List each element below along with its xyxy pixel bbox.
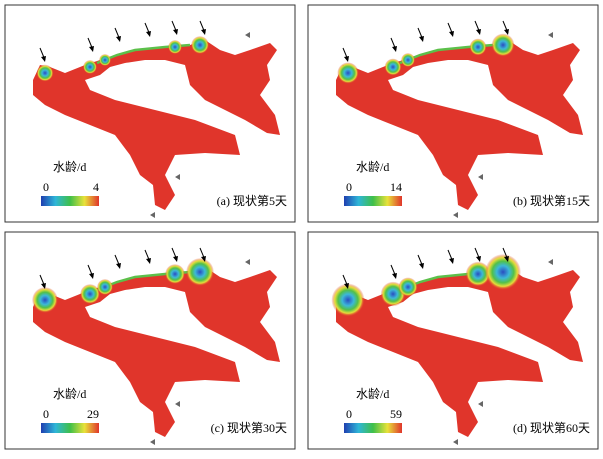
low-age-zone xyxy=(83,60,97,74)
outlet-marker xyxy=(245,259,250,265)
low-age-zone xyxy=(186,258,214,286)
arrow-head xyxy=(392,46,397,52)
map-panel: 水龄/d 0 29 (c) 现状第30天 xyxy=(4,231,296,450)
arrow-head xyxy=(449,258,454,264)
legend-max: 14 xyxy=(390,180,402,194)
arrow-head xyxy=(116,263,121,269)
arrow-head xyxy=(89,46,94,52)
legend-colorbar xyxy=(344,423,402,433)
legend-title: 水龄/d xyxy=(356,160,389,174)
arrow-head xyxy=(449,31,454,37)
legend-max: 59 xyxy=(390,407,402,421)
arrow-head xyxy=(392,273,397,279)
arrow-head xyxy=(476,256,481,262)
low-age-zone xyxy=(80,284,100,304)
legend-colorbar xyxy=(41,423,99,433)
outlet-marker xyxy=(150,439,155,445)
low-age-zone xyxy=(469,38,487,56)
low-age-zone xyxy=(191,36,209,54)
arrow-head xyxy=(201,29,206,35)
legend-min: 0 xyxy=(43,180,49,194)
legend-min: 0 xyxy=(346,407,352,421)
low-age-zone xyxy=(331,283,365,317)
low-age-zone xyxy=(99,54,111,66)
arrow-head xyxy=(504,256,509,262)
low-age-zone xyxy=(485,254,521,290)
low-age-zone xyxy=(168,40,182,54)
low-age-zone xyxy=(32,287,58,313)
outlet-marker xyxy=(175,401,180,407)
low-age-zone xyxy=(384,58,402,76)
arrow-head xyxy=(116,36,121,42)
arrow-head xyxy=(89,273,94,279)
outlet-marker xyxy=(548,32,553,38)
low-age-zone xyxy=(165,264,185,284)
legend-max: 4 xyxy=(93,180,99,194)
low-age-zone xyxy=(337,62,359,84)
arrow-head xyxy=(504,29,509,35)
legend-max: 29 xyxy=(87,407,99,421)
low-age-zone xyxy=(491,33,515,57)
low-age-zone xyxy=(398,277,418,297)
low-age-zone xyxy=(401,53,415,67)
outlet-marker xyxy=(453,212,458,218)
outlet-marker xyxy=(453,439,458,445)
arrow-head xyxy=(173,256,178,262)
low-age-zone xyxy=(465,261,491,287)
arrow-head xyxy=(201,256,206,262)
legend-min: 0 xyxy=(43,407,49,421)
outlet-marker xyxy=(478,174,483,180)
outlet-marker xyxy=(548,259,553,265)
legend-title: 水龄/d xyxy=(53,387,86,401)
arrow-head xyxy=(476,29,481,35)
legend-min: 0 xyxy=(346,180,352,194)
outlet-marker xyxy=(478,401,483,407)
legend-colorbar xyxy=(41,196,99,206)
low-age-zone xyxy=(97,279,113,295)
map-panel: 水龄/d 0 14 (b) 现状第15天 xyxy=(307,4,599,223)
outlet-marker xyxy=(245,32,250,38)
outlet-marker xyxy=(150,212,155,218)
map-panel: 水龄/d 0 59 (d) 现状第60天 xyxy=(307,231,599,450)
legend-title: 水龄/d xyxy=(356,387,389,401)
arrow-head xyxy=(344,56,349,62)
panel-caption: (b) 现状第15天 xyxy=(513,194,590,208)
outlet-marker xyxy=(175,174,180,180)
panel-caption: (c) 现状第30天 xyxy=(211,421,287,435)
arrow-head xyxy=(419,263,424,269)
arrow-head xyxy=(344,283,349,289)
panel-caption: (a) 现状第5天 xyxy=(217,194,287,208)
arrow-head xyxy=(419,36,424,42)
arrow-head xyxy=(146,31,151,37)
arrow-head xyxy=(41,56,46,62)
map-panel: 水龄/d 0 4 (a) 现状第5天 xyxy=(4,4,296,223)
panel-caption: (d) 现状第60天 xyxy=(513,421,590,435)
arrow-head xyxy=(146,258,151,264)
legend-title: 水龄/d xyxy=(53,160,86,174)
arrow-head xyxy=(173,29,178,35)
low-age-zone xyxy=(36,64,54,82)
legend-colorbar xyxy=(344,196,402,206)
arrow-head xyxy=(41,283,46,289)
